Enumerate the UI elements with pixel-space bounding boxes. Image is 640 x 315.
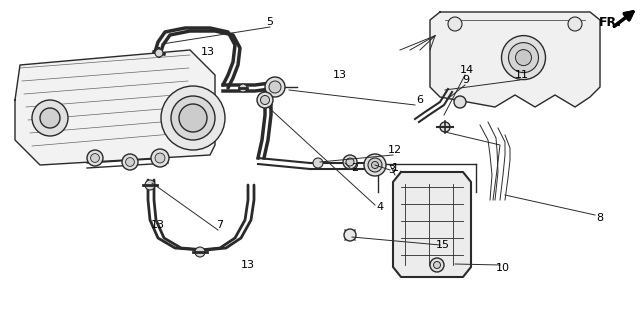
Circle shape [433, 261, 440, 268]
Circle shape [368, 158, 382, 172]
Text: 2: 2 [351, 163, 358, 173]
Circle shape [32, 100, 68, 136]
Text: 15: 15 [436, 240, 450, 250]
Circle shape [515, 49, 531, 66]
Circle shape [122, 154, 138, 170]
Circle shape [265, 77, 285, 97]
Text: 1: 1 [392, 163, 399, 173]
Circle shape [346, 158, 354, 166]
Circle shape [40, 108, 60, 128]
Circle shape [502, 36, 545, 80]
Text: 11: 11 [515, 70, 529, 80]
Circle shape [125, 158, 134, 166]
Circle shape [161, 86, 225, 150]
Circle shape [509, 43, 538, 72]
Text: FR.: FR. [598, 15, 621, 28]
Text: 13: 13 [333, 70, 347, 80]
Circle shape [171, 96, 215, 140]
Text: 7: 7 [216, 220, 223, 230]
Circle shape [344, 229, 356, 241]
Circle shape [568, 17, 582, 31]
Circle shape [371, 162, 378, 169]
Circle shape [145, 180, 155, 190]
Text: 5: 5 [266, 17, 273, 27]
Polygon shape [15, 50, 215, 165]
Text: 13: 13 [151, 220, 165, 230]
Circle shape [87, 150, 103, 166]
Circle shape [195, 247, 205, 257]
Circle shape [430, 258, 444, 272]
Text: 8: 8 [596, 213, 604, 223]
Circle shape [364, 154, 386, 176]
Text: 3: 3 [388, 165, 396, 175]
Polygon shape [393, 172, 471, 277]
Text: 13: 13 [241, 260, 255, 270]
Text: 14: 14 [460, 65, 474, 75]
Circle shape [91, 154, 99, 163]
Circle shape [454, 96, 466, 108]
Circle shape [179, 104, 207, 132]
Text: 13: 13 [201, 47, 215, 57]
Circle shape [440, 122, 450, 132]
Text: 12: 12 [388, 145, 402, 155]
Circle shape [239, 84, 247, 92]
Circle shape [155, 49, 163, 57]
Circle shape [448, 17, 462, 31]
Circle shape [313, 158, 323, 168]
Circle shape [155, 153, 165, 163]
Circle shape [151, 149, 169, 167]
Circle shape [343, 155, 357, 169]
Text: 10: 10 [496, 263, 510, 273]
Circle shape [257, 92, 273, 108]
Text: 9: 9 [463, 75, 470, 85]
Circle shape [260, 95, 269, 105]
Text: 6: 6 [417, 95, 424, 105]
Circle shape [269, 81, 281, 93]
Polygon shape [430, 12, 600, 107]
Text: 4: 4 [376, 202, 383, 212]
